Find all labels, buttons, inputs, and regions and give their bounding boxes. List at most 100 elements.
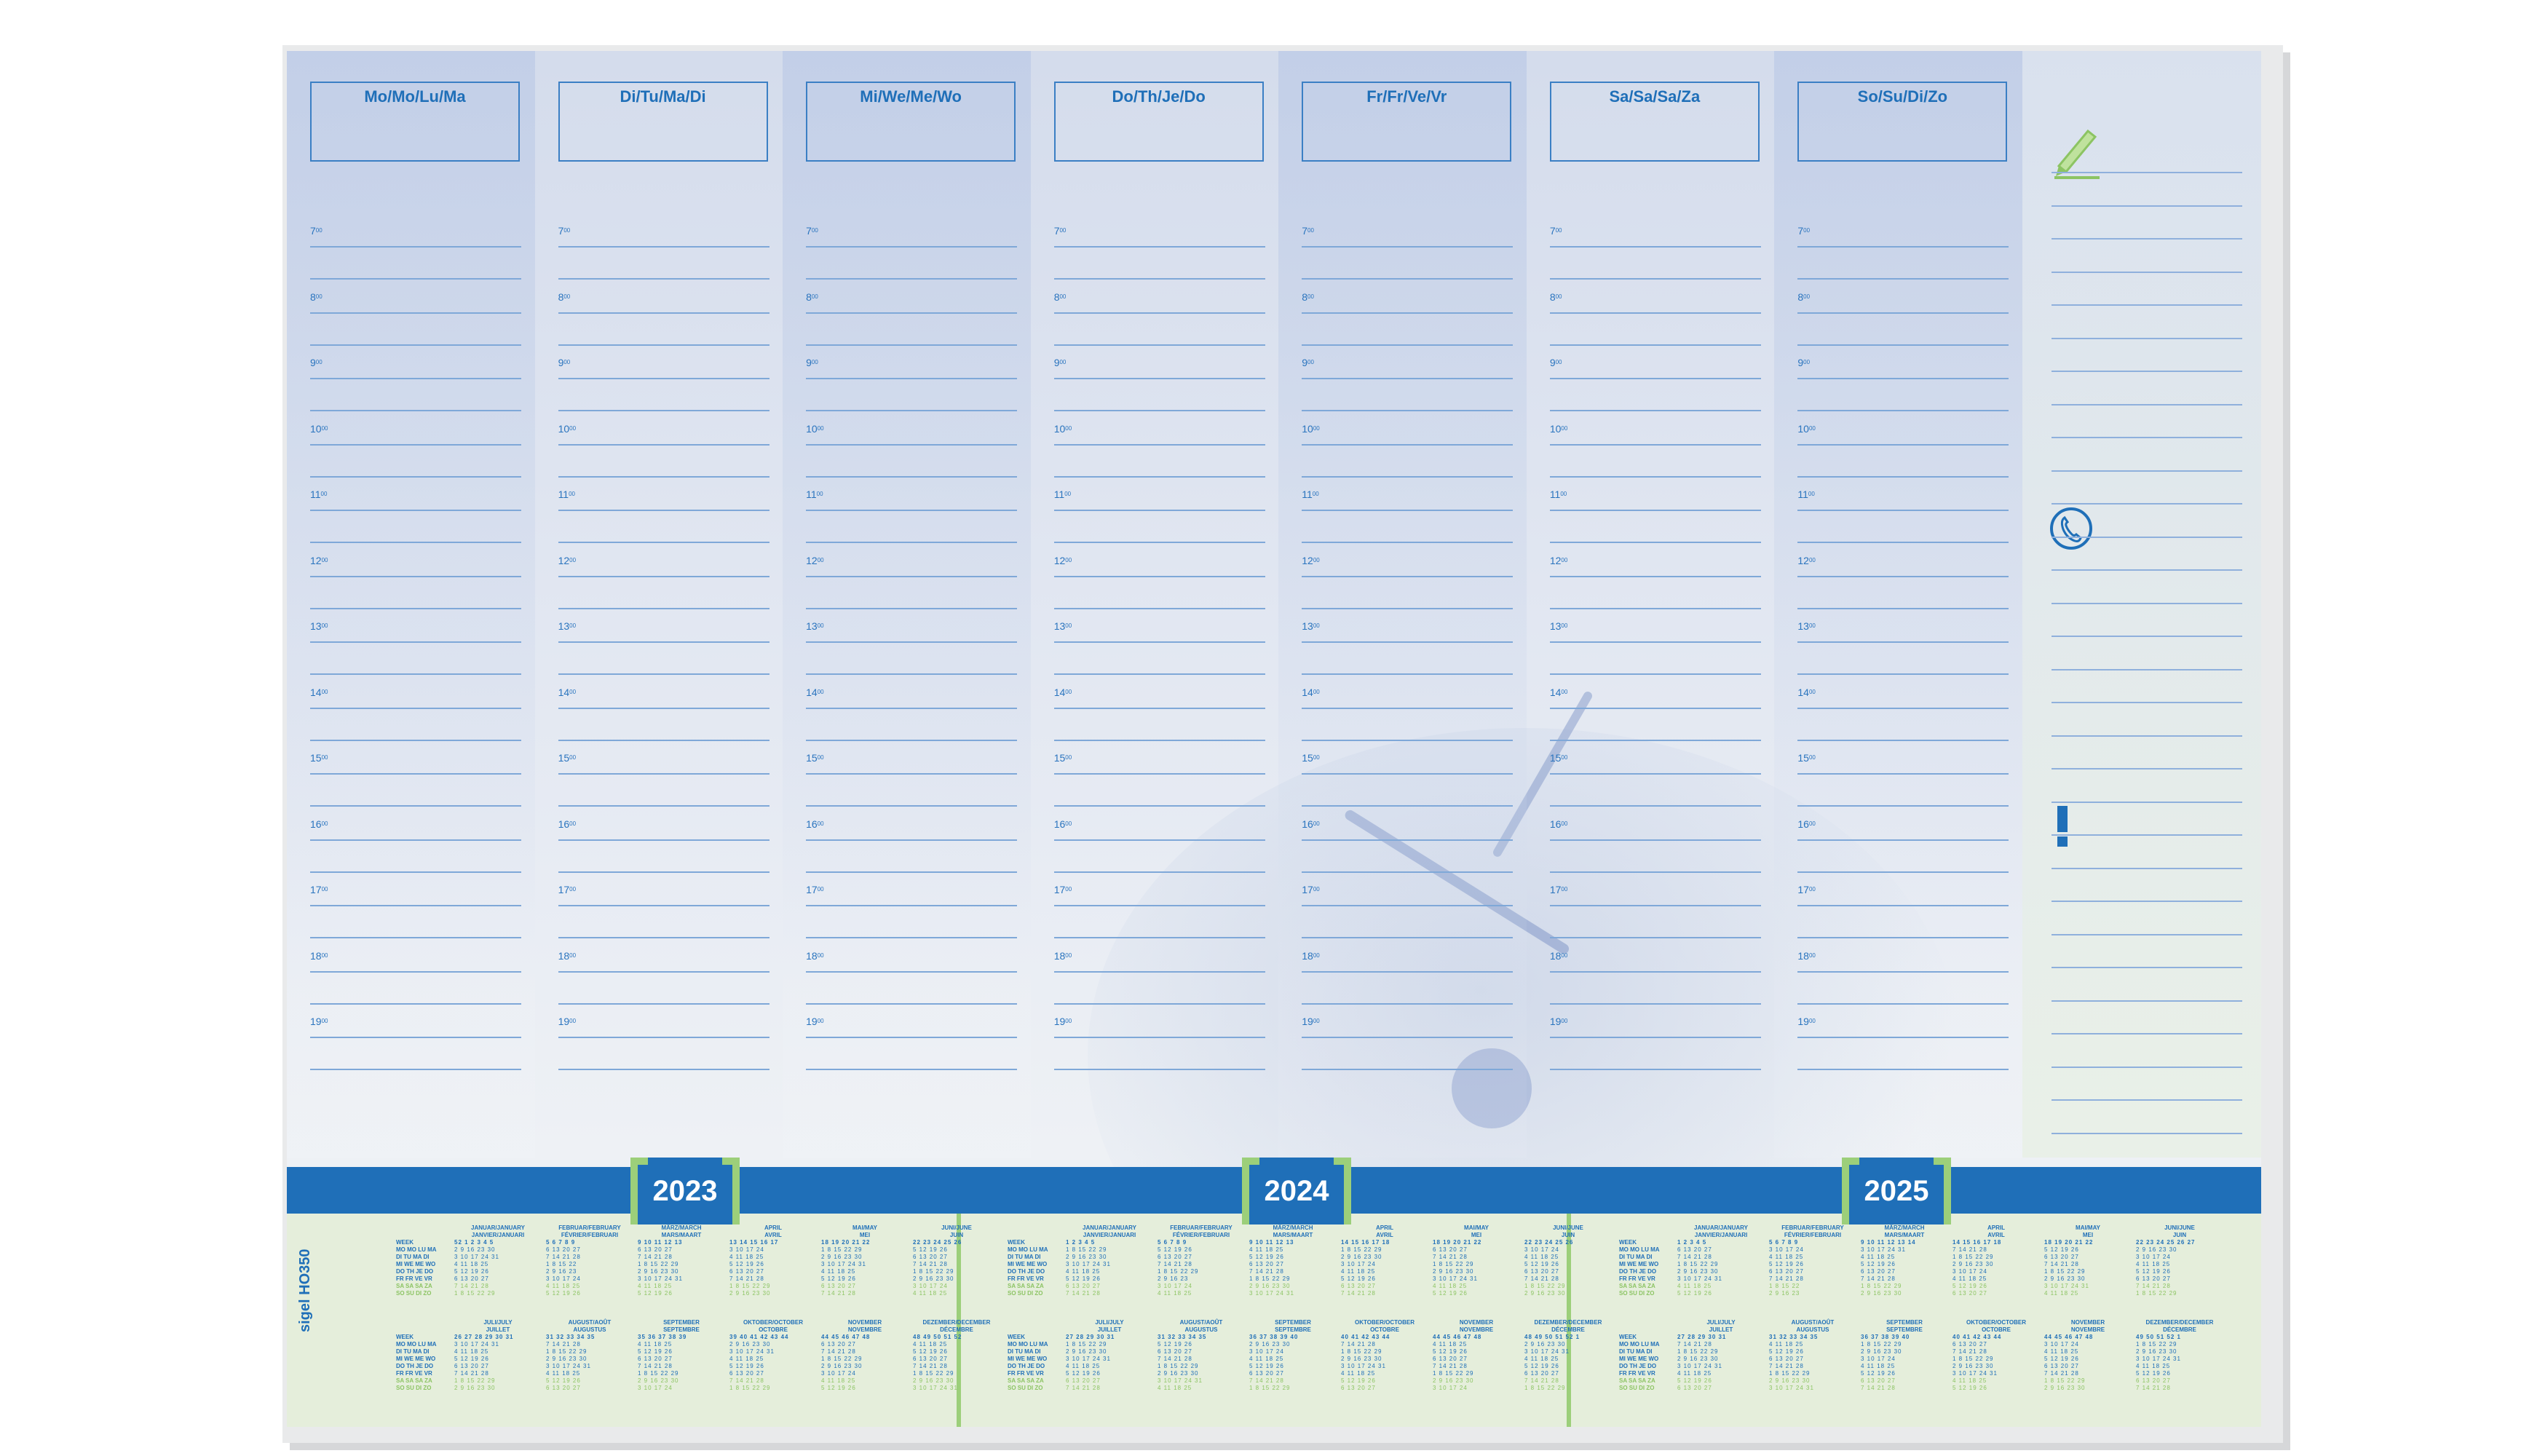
day-header[interactable]: Sa/Sa/Sa/Za (1549, 82, 1760, 162)
hour-slot[interactable]: 1200 (1549, 555, 1761, 622)
hour-slot[interactable]: 1500 (1797, 753, 2009, 820)
day-header[interactable]: Fr/Fr/Ve/Vr (1302, 82, 1512, 162)
hour-slot[interactable]: 1300 (1549, 621, 1761, 688)
hour-slot[interactable]: 1900 (1302, 1016, 1514, 1083)
hour-slot[interactable]: 1800 (1302, 951, 1514, 1018)
hour-slot[interactable]: 1400 (310, 687, 521, 754)
hour-slot[interactable]: 1000 (806, 424, 1018, 491)
hour-slot[interactable]: 1400 (1302, 687, 1514, 754)
hour-slot[interactable]: 1300 (1797, 621, 2009, 688)
hour-slot[interactable]: 1000 (310, 424, 521, 491)
hour-slot[interactable]: 1800 (1797, 951, 2009, 1018)
hour-slot[interactable]: 1500 (310, 753, 521, 820)
day-header[interactable]: So/Su/Di/Zo (1797, 82, 2008, 162)
hour-slot[interactable]: 1800 (1053, 951, 1265, 1018)
hour-slot[interactable]: 1100 (1549, 489, 1761, 556)
hour-slot[interactable]: 1500 (1053, 753, 1265, 820)
hour-slot[interactable]: 1800 (806, 951, 1018, 1018)
hour-slot[interactable]: 800 (1797, 292, 2009, 359)
hour-slot[interactable]: 1500 (806, 753, 1018, 820)
hour-slot[interactable]: 800 (310, 292, 521, 359)
hour-slot[interactable]: 700 (558, 226, 769, 293)
hour-slot[interactable]: 1300 (806, 621, 1018, 688)
hour-slot[interactable]: 700 (1549, 226, 1761, 293)
hour-slot[interactable]: 1200 (1302, 555, 1514, 622)
hour-slot[interactable]: 1200 (310, 555, 521, 622)
hour-slot[interactable]: 800 (1053, 292, 1265, 359)
hour-slot[interactable]: 900 (1053, 357, 1265, 424)
hour-slot[interactable]: 1600 (558, 819, 769, 886)
hour-slot[interactable]: 1100 (806, 489, 1018, 556)
hour-slot[interactable]: 1500 (1549, 753, 1761, 820)
hour-slot[interactable]: 1200 (1053, 555, 1265, 622)
hour-slot[interactable]: 1200 (558, 555, 769, 622)
hour-slot[interactable]: 1700 (1549, 885, 1761, 951)
hour-slot[interactable]: 1400 (806, 687, 1018, 754)
hour-slot[interactable]: 1400 (1549, 687, 1761, 754)
hour-slot[interactable]: 800 (1549, 292, 1761, 359)
day-header[interactable]: Di/Tu/Ma/Di (558, 82, 768, 162)
hour-slot[interactable]: 900 (806, 357, 1018, 424)
hour-slot[interactable]: 700 (1797, 226, 2009, 293)
hour-slot[interactable]: 1000 (1053, 424, 1265, 491)
hour-slot[interactable]: 1700 (310, 885, 521, 951)
hour-slot[interactable]: 800 (558, 292, 769, 359)
hour-slot[interactable]: 1900 (1053, 1016, 1265, 1083)
hour-slot[interactable]: 900 (1797, 357, 2009, 424)
hour-slot[interactable]: 1300 (1302, 621, 1514, 688)
hour-slot[interactable]: 1500 (1302, 753, 1514, 820)
hour-slot[interactable]: 700 (806, 226, 1018, 293)
hour-slot[interactable]: 1600 (1302, 819, 1514, 886)
hour-slot[interactable]: 1300 (310, 621, 521, 688)
hour-slot[interactable]: 800 (806, 292, 1018, 359)
day-header[interactable]: Do/Th/Je/Do (1053, 82, 1264, 162)
hour-slot[interactable]: 1900 (1549, 1016, 1761, 1083)
hour-slot[interactable]: 1400 (558, 687, 769, 754)
hour-slot[interactable]: 1700 (1053, 885, 1265, 951)
day-header[interactable]: Mi/We/Me/Wo (806, 82, 1016, 162)
hour-slot[interactable]: 1100 (310, 489, 521, 556)
hour-slot[interactable]: 900 (310, 357, 521, 424)
hour-slot[interactable]: 800 (1302, 292, 1514, 359)
hour-slot[interactable]: 1000 (558, 424, 769, 491)
week-numbers: 9 10 11 12 13 14 (1861, 1239, 1916, 1246)
hour-slot[interactable]: 900 (558, 357, 769, 424)
hour-slot[interactable]: 700 (1302, 226, 1514, 293)
hour-slot[interactable]: 1300 (558, 621, 769, 688)
hour-slot[interactable]: 1700 (1302, 885, 1514, 951)
hour-slot[interactable]: 1100 (1053, 489, 1265, 556)
hour-slot[interactable]: 1000 (1549, 424, 1761, 491)
hour-slot[interactable]: 1600 (806, 819, 1018, 886)
hour-slot[interactable]: 1700 (558, 885, 769, 951)
hour-slot[interactable]: 1100 (558, 489, 769, 556)
day-row: 5 12 19 26 (454, 1356, 489, 1362)
hour-slot[interactable]: 1500 (558, 753, 769, 820)
hour-slot[interactable]: 1700 (806, 885, 1018, 951)
hour-slot[interactable]: 1400 (1797, 687, 2009, 754)
hour-slot[interactable]: 1600 (1549, 819, 1761, 886)
hour-slot[interactable]: 1900 (1797, 1016, 2009, 1083)
hour-slot[interactable]: 1100 (1797, 489, 2009, 556)
hour-slot[interactable]: 1800 (1549, 951, 1761, 1018)
hour-slot[interactable]: 900 (1549, 357, 1761, 424)
hour-slot[interactable]: 1700 (1797, 885, 2009, 951)
hour-slot[interactable]: 1300 (1053, 621, 1265, 688)
hour-slot[interactable]: 1800 (310, 951, 521, 1018)
hour-slot[interactable]: 1200 (806, 555, 1018, 622)
hour-slot[interactable]: 900 (1302, 357, 1514, 424)
hour-slot[interactable]: 1600 (310, 819, 521, 886)
hour-slot[interactable]: 1600 (1053, 819, 1265, 886)
hour-slot[interactable]: 700 (310, 226, 521, 293)
hour-slot[interactable]: 1600 (1797, 819, 2009, 886)
hour-slot[interactable]: 1800 (558, 951, 769, 1018)
hour-slot[interactable]: 1000 (1302, 424, 1514, 491)
day-header[interactable]: Mo/Mo/Lu/Ma (310, 82, 520, 162)
hour-slot[interactable]: 700 (1053, 226, 1265, 293)
hour-slot[interactable]: 1100 (1302, 489, 1514, 556)
hour-slot[interactable]: 1400 (1053, 687, 1265, 754)
hour-slot[interactable]: 1200 (1797, 555, 2009, 622)
hour-slot[interactable]: 1900 (806, 1016, 1018, 1083)
hour-slot[interactable]: 1900 (310, 1016, 521, 1083)
hour-slot[interactable]: 1000 (1797, 424, 2009, 491)
hour-slot[interactable]: 1900 (558, 1016, 769, 1083)
